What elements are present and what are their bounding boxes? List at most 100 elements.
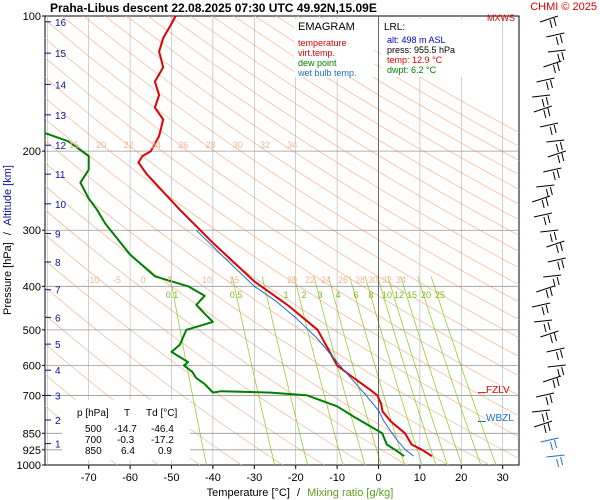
lrl-altitude: alt: 498 m ASL <box>387 35 446 45</box>
lower-temp-label: 24 <box>321 275 331 285</box>
mixing-ratio-line <box>349 276 405 465</box>
wind-barb <box>536 184 555 198</box>
x-label-sep: / <box>297 487 301 499</box>
wind-profile <box>531 15 566 468</box>
table-cell: 6.4 <box>121 446 135 457</box>
dry-adiabat <box>45 57 519 377</box>
lrl-temp: temp: 12.9 °C <box>387 55 443 65</box>
mixing-ratio-label: 25 <box>435 290 445 300</box>
wind-barb <box>546 454 565 468</box>
dry-adiabat <box>61 16 519 321</box>
lrl-box: LRL: alt: 498 m ASL press: 955.5 hPa tem… <box>381 19 468 77</box>
wind-barb <box>536 77 555 91</box>
wbzl-label: WBZL <box>486 413 514 424</box>
mxws-label: MXWS <box>487 13 515 23</box>
table-cell: 850 <box>85 446 102 457</box>
wind-barb <box>532 409 551 423</box>
legend-temperature: temperature <box>298 38 347 48</box>
temp-tick-label: -40 <box>205 472 221 484</box>
wind-barb <box>533 319 553 333</box>
altitude-tick-label: 4 <box>55 366 61 377</box>
mixing-ratio-line <box>387 276 448 465</box>
wind-barb <box>540 122 559 136</box>
lower-temp-label: 15 <box>229 275 239 285</box>
y-label-sep: / <box>2 231 14 235</box>
wind-barb <box>546 240 565 254</box>
dry-adiabat <box>168 16 519 236</box>
pressure-tick-label: 400 <box>23 281 41 293</box>
dry-adiabat <box>45 19 519 339</box>
lrl-dwpt: dwpt: 6.2 °C <box>387 65 437 75</box>
temp-tick-label: 20 <box>455 472 467 484</box>
altitude-tick-label: 13 <box>55 111 67 122</box>
dry-adiabat <box>125 16 519 269</box>
legend-virt-temp: virt.temp. <box>298 48 335 58</box>
chart-title: Praha-Libus descent 22.08.2025 07:30 UTC… <box>50 1 377 15</box>
temp-tick-label: 30 <box>497 472 509 484</box>
temp-tick-label: -20 <box>288 472 304 484</box>
wind-barb <box>542 375 562 389</box>
table-cell: -14.7 <box>114 424 137 435</box>
dry-adiabat <box>45 76 519 396</box>
table-cell: 500 <box>85 424 102 435</box>
dry-adiabat <box>190 16 519 221</box>
dry-adiabat <box>211 16 519 205</box>
series-wet-bulb-temp- <box>195 229 415 457</box>
mixing-ratio-label: 1 <box>283 290 288 300</box>
altitude-tick-label: 12 <box>55 141 67 152</box>
upper-temp-label: 34 <box>287 140 297 150</box>
wind-barb <box>533 420 553 434</box>
wind-barb <box>532 302 551 316</box>
pressure-tick-label: 100 <box>23 11 41 23</box>
wind-barb <box>540 330 559 344</box>
upper-temp-label: 26 <box>178 140 188 150</box>
y-label-pressure: Pressure [hPa] <box>2 242 14 315</box>
wind-barb <box>533 212 553 226</box>
lower-temp-label: 26 <box>338 275 348 285</box>
pressure-tick-label: 850 <box>23 428 41 440</box>
lrl-heading: LRL: <box>384 22 405 33</box>
lower-temp-label: 20 <box>287 275 297 285</box>
mixing-ratio-line <box>328 276 382 465</box>
series-temperature <box>137 16 433 457</box>
altitude-tick-label: 3 <box>55 391 61 402</box>
wind-barb <box>540 229 559 243</box>
wind-barb <box>546 139 565 153</box>
legend-heading: EMAGRAM <box>298 21 355 33</box>
table-cell: -17.2 <box>151 435 174 446</box>
pressure-tick-label: 300 <box>23 225 41 237</box>
mixing-ratio-line <box>400 276 463 465</box>
mixing-ratio-label: 0.5 <box>230 290 243 300</box>
temp-tick-label: -70 <box>81 472 97 484</box>
lower-temp-label: 32 <box>382 275 392 285</box>
lower-temp-label: 30 <box>368 275 378 285</box>
series-dew-point <box>45 132 405 457</box>
lower-temp-label: 34 <box>396 275 406 285</box>
table-cell: -0.3 <box>117 435 135 446</box>
mixing-ratio-line <box>430 276 497 465</box>
altitude-tick-label: 14 <box>55 80 67 91</box>
pressure-tick-label: 600 <box>23 360 41 372</box>
dry-adiabat <box>83 16 519 303</box>
mixing-ratio-label: 4 <box>335 290 340 300</box>
lower-temp-label: 28 <box>355 275 365 285</box>
series-layer <box>45 16 433 457</box>
upper-temp-label: 20 <box>96 140 106 150</box>
x-label-mix: Mixing ratio [g/kg] <box>307 487 393 499</box>
table-header-p: p [hPa] <box>77 408 109 419</box>
temp-tick-label: 0 <box>375 472 381 484</box>
dry-adiabat <box>104 16 519 286</box>
pressure-tick-label: 925 <box>23 445 41 457</box>
altitude-tick-label: 16 <box>55 18 67 29</box>
altitude-tick-label: 8 <box>55 258 61 269</box>
wind-barb <box>547 364 566 378</box>
mixing-ratio-label: 8 <box>368 290 373 300</box>
temp-tick-label: -30 <box>246 472 262 484</box>
y-axis-title: Pressure [hPa] / Altitude [km] <box>2 165 14 315</box>
altitude-tick-label: 2 <box>55 416 61 427</box>
altitude-tick-label: 5 <box>55 340 61 351</box>
mixing-ratio-line <box>261 276 308 465</box>
y-label-altitude: Altitude [km] <box>2 165 14 226</box>
pressure-tick-label: 1000 <box>17 460 41 472</box>
temp-tick-label: -60 <box>122 472 138 484</box>
